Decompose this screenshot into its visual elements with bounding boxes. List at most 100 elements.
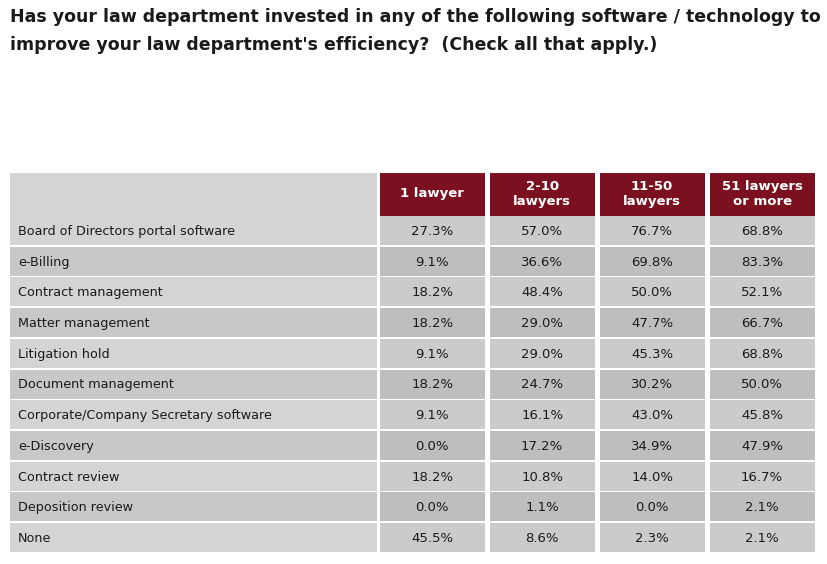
Text: 47.7%: 47.7% — [631, 317, 673, 330]
Bar — [710, 492, 815, 522]
Text: 69.8%: 69.8% — [631, 255, 673, 268]
Text: Litigation hold: Litigation hold — [18, 347, 110, 360]
Text: e-Discovery: e-Discovery — [18, 440, 94, 453]
Bar — [490, 339, 595, 368]
Bar — [710, 369, 815, 399]
Bar — [600, 492, 705, 522]
Text: 47.9%: 47.9% — [741, 440, 783, 453]
Text: 0.0%: 0.0% — [635, 501, 669, 514]
Text: Contract review: Contract review — [18, 470, 120, 483]
Text: e-Billing: e-Billing — [18, 255, 69, 268]
Bar — [10, 369, 377, 399]
Bar — [600, 400, 705, 429]
Text: None: None — [18, 532, 51, 545]
Bar — [10, 339, 377, 368]
Bar — [600, 369, 705, 399]
Text: Matter management: Matter management — [18, 317, 150, 330]
Bar — [600, 523, 705, 552]
Bar — [380, 216, 485, 245]
Text: 51 lawyers
or more: 51 lawyers or more — [722, 180, 802, 208]
Bar — [380, 523, 485, 552]
Bar — [380, 431, 485, 460]
Bar — [10, 523, 377, 552]
Bar — [10, 308, 377, 337]
Bar — [10, 492, 377, 522]
Bar — [710, 462, 815, 491]
Text: 68.8%: 68.8% — [741, 347, 783, 360]
Bar — [710, 277, 815, 306]
Bar — [490, 492, 595, 522]
Bar — [600, 172, 705, 216]
Text: 2.1%: 2.1% — [745, 501, 779, 514]
Text: 36.6%: 36.6% — [521, 255, 563, 268]
Text: Contract management: Contract management — [18, 286, 163, 299]
Bar — [380, 246, 485, 276]
Text: 0.0%: 0.0% — [415, 440, 449, 453]
Bar — [380, 462, 485, 491]
Bar — [380, 369, 485, 399]
Text: 8.6%: 8.6% — [525, 532, 559, 545]
Text: Has your law department invested in any of the following software / technology t: Has your law department invested in any … — [10, 8, 820, 27]
Bar — [490, 400, 595, 429]
Bar — [380, 172, 485, 216]
Bar — [600, 308, 705, 337]
Bar — [600, 431, 705, 460]
Bar — [10, 172, 377, 216]
Text: 18.2%: 18.2% — [411, 470, 453, 483]
Text: 16.1%: 16.1% — [521, 409, 563, 422]
Text: 18.2%: 18.2% — [411, 286, 453, 299]
Bar — [710, 339, 815, 368]
Text: 34.9%: 34.9% — [631, 440, 673, 453]
Text: Corporate/Company Secretary software: Corporate/Company Secretary software — [18, 409, 272, 422]
Text: 1.1%: 1.1% — [525, 501, 559, 514]
Bar — [380, 400, 485, 429]
Text: 29.0%: 29.0% — [521, 347, 563, 360]
Bar — [490, 523, 595, 552]
Bar — [710, 172, 815, 216]
Bar — [10, 246, 377, 276]
Bar — [600, 216, 705, 245]
Bar — [10, 431, 377, 460]
Text: improve your law department's efficiency?  (Check all that apply.): improve your law department's efficiency… — [10, 36, 657, 54]
Bar — [10, 216, 377, 245]
Bar — [380, 277, 485, 306]
Text: 2-10
lawyers: 2-10 lawyers — [513, 180, 571, 208]
Text: 76.7%: 76.7% — [631, 225, 673, 238]
Text: 2.3%: 2.3% — [635, 532, 669, 545]
Text: 66.7%: 66.7% — [741, 317, 783, 330]
Text: 43.0%: 43.0% — [631, 409, 673, 422]
Text: 1 lawyer: 1 lawyer — [400, 187, 464, 200]
Text: 17.2%: 17.2% — [521, 440, 563, 453]
Bar — [490, 277, 595, 306]
Bar — [490, 172, 595, 216]
Text: 16.7%: 16.7% — [741, 470, 783, 483]
Text: 24.7%: 24.7% — [521, 378, 563, 391]
Text: Deposition review: Deposition review — [18, 501, 133, 514]
Text: Board of Directors portal software: Board of Directors portal software — [18, 225, 235, 238]
Text: 50.0%: 50.0% — [741, 378, 783, 391]
Text: 52.1%: 52.1% — [741, 286, 783, 299]
Bar — [380, 492, 485, 522]
Text: 9.1%: 9.1% — [415, 409, 449, 422]
Bar — [490, 369, 595, 399]
Bar — [710, 523, 815, 552]
Bar — [490, 431, 595, 460]
Text: 29.0%: 29.0% — [521, 317, 563, 330]
Text: 9.1%: 9.1% — [415, 255, 449, 268]
Text: 30.2%: 30.2% — [631, 378, 673, 391]
Text: 48.4%: 48.4% — [521, 286, 563, 299]
Text: 45.5%: 45.5% — [411, 532, 453, 545]
Text: 18.2%: 18.2% — [411, 378, 453, 391]
Text: 27.3%: 27.3% — [411, 225, 453, 238]
Text: 83.3%: 83.3% — [741, 255, 783, 268]
Bar — [710, 216, 815, 245]
Bar — [600, 277, 705, 306]
Bar — [380, 339, 485, 368]
Bar — [710, 246, 815, 276]
Bar — [710, 400, 815, 429]
Bar — [380, 308, 485, 337]
Text: 68.8%: 68.8% — [741, 225, 783, 238]
Bar — [10, 462, 377, 491]
Text: 18.2%: 18.2% — [411, 317, 453, 330]
Bar — [600, 462, 705, 491]
